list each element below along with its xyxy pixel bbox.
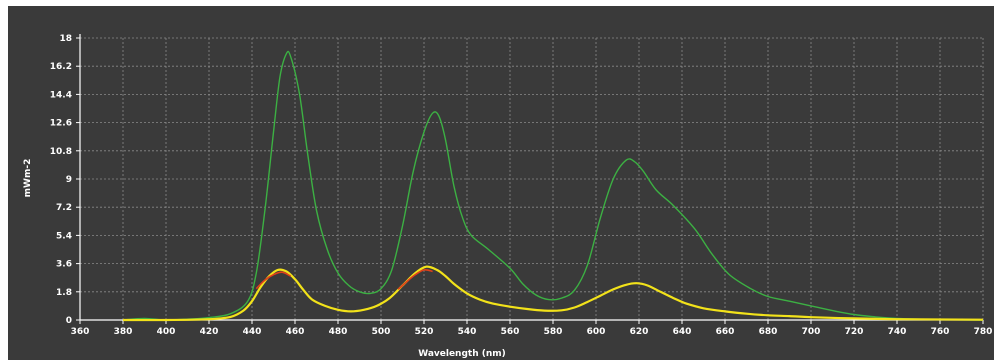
y-tick-label: 10.8 — [50, 147, 72, 157]
y-tick-label: 14.4 — [50, 90, 72, 100]
x-tick-label: 740 — [888, 327, 907, 337]
x-tick-label: 660 — [716, 327, 735, 337]
x-tick-label: 780 — [974, 327, 993, 337]
series-line-yellow — [122, 265, 984, 322]
grid-lines — [80, 37, 984, 320]
x-tick-label: 400 — [157, 327, 176, 337]
y-tick-label: 1.8 — [56, 288, 72, 298]
x-tick-label: 600 — [587, 327, 606, 337]
spectrum-chart: 360 380 400 420 440 460 480 500 520 540 560 580 600 6… — [23, 34, 993, 359]
y-tick-label: 16.2 — [50, 62, 72, 72]
x-tick-label: 580 — [544, 327, 563, 337]
x-tick-label: 700 — [802, 327, 821, 337]
y-tick-label: 12.6 — [50, 119, 72, 129]
x-tick-label: 540 — [458, 327, 477, 337]
x-tick-label: 460 — [286, 327, 305, 337]
y-tick-label: 18 — [59, 34, 72, 44]
x-tick-label: 380 — [114, 327, 133, 337]
x-tick-label: 720 — [845, 327, 864, 337]
y-tick-label: 9 — [66, 175, 72, 185]
series-group — [122, 50, 984, 322]
x-tick-label: 680 — [759, 327, 778, 337]
y-tick-label: 5.4 — [56, 231, 72, 241]
x-tick-label: 440 — [243, 327, 262, 337]
x-tick-label: 420 — [200, 327, 219, 337]
y-axis-title: mWm-2 — [23, 159, 33, 198]
x-tick-label: 480 — [329, 327, 348, 337]
series-line-green — [122, 50, 984, 321]
y-tick-label: 7.2 — [56, 203, 72, 213]
series-line-red — [397, 268, 433, 290]
x-tick-label: 620 — [630, 327, 649, 337]
x-tick-label: 760 — [931, 327, 950, 337]
series-line-red — [255, 271, 292, 290]
x-tick-label: 640 — [673, 327, 692, 337]
x-axis-title: Wavelength (nm) — [418, 349, 506, 359]
y-tick-label: 3.6 — [56, 260, 72, 270]
x-tick-label: 360 — [71, 327, 90, 337]
chart-panel: 360 380 400 420 440 460 480 500 520 540 560 580 600 6… — [8, 6, 994, 360]
x-tick-label: 560 — [501, 327, 520, 337]
x-tick-label: 520 — [415, 327, 434, 337]
y-tick-labels: 0 1.8 3.6 5.4 7.2 9 10.8 12.6 14.4 16.2 18 — [50, 34, 72, 326]
y-tick-label: 0 — [66, 316, 72, 326]
x-tick-labels: 360 380 400 420 440 460 480 500 520 540 560 580 600 6… — [71, 327, 993, 337]
x-tick-label: 500 — [372, 327, 391, 337]
